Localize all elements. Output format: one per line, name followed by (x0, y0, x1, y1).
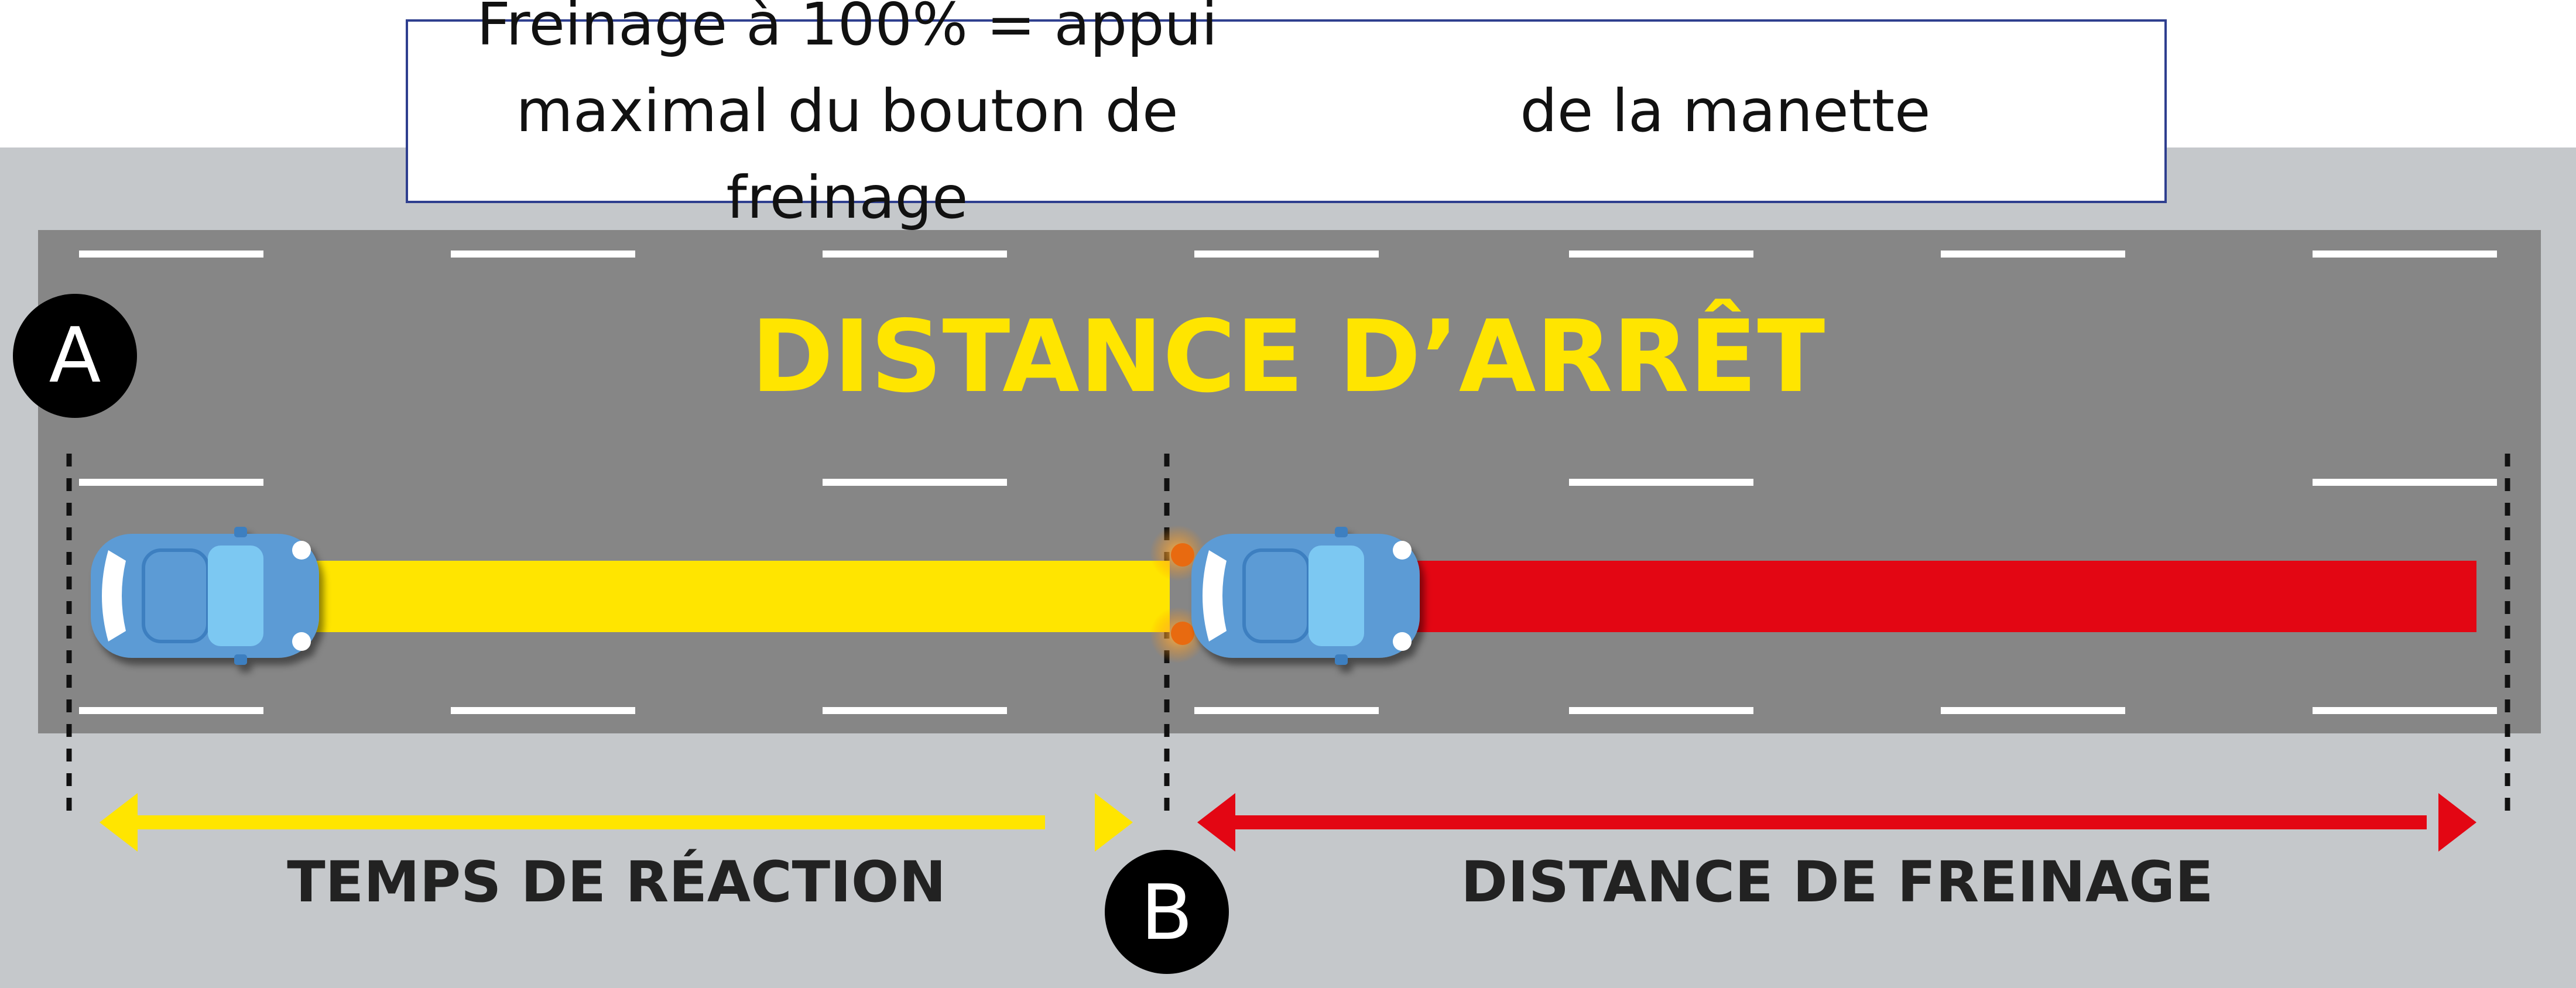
reaction-label: TEMPS DE RÉACTION (287, 849, 946, 915)
braking-arrow (1197, 793, 2476, 852)
braking-bar (1402, 561, 2476, 632)
marker-b-label: B (1140, 868, 1193, 957)
car-icon (91, 527, 319, 665)
car-icon (1191, 527, 1420, 665)
braking-label: DISTANCE DE FREINAGE (1461, 849, 2213, 915)
marker-a: A (13, 294, 137, 418)
marker-a-label: A (49, 311, 101, 400)
caption-line-1: Freinage à 100% = appui maximal du bouto… (477, 0, 1218, 232)
marker-b: B (1105, 850, 1229, 974)
diagram-title: DISTANCE D’ARRÊT (751, 299, 1825, 415)
lane-markings (79, 251, 2497, 714)
caption-line-2: de la manette (1520, 77, 1931, 145)
reaction-bar (304, 561, 1170, 632)
reaction-arrow (100, 793, 1133, 852)
caption-box: Freinage à 100% = appui maximal du bouto… (406, 0, 2167, 232)
